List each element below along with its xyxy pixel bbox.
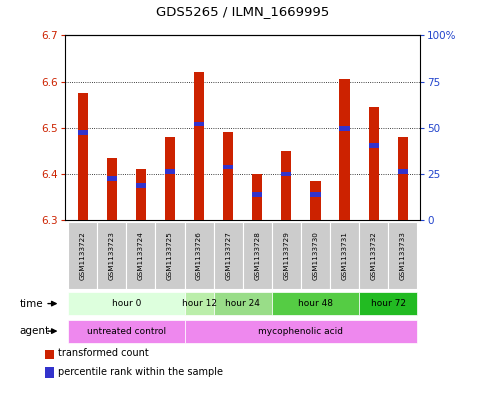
Bar <box>78 93 88 220</box>
Bar <box>223 165 233 169</box>
Bar <box>107 176 117 181</box>
Text: time: time <box>19 299 43 309</box>
Bar <box>311 192 321 197</box>
Bar <box>272 222 301 289</box>
Text: hour 0: hour 0 <box>112 299 141 308</box>
Bar <box>136 183 146 188</box>
Bar <box>68 320 185 343</box>
Bar <box>243 222 272 289</box>
Bar <box>185 292 213 315</box>
Text: GSM1133723: GSM1133723 <box>109 231 115 280</box>
Text: GSM1133728: GSM1133728 <box>254 231 260 280</box>
Text: GSM1133732: GSM1133732 <box>370 231 377 280</box>
Bar <box>281 172 291 176</box>
Text: hour 72: hour 72 <box>370 299 406 308</box>
Text: agent: agent <box>19 326 49 336</box>
Bar <box>223 132 233 220</box>
Text: hour 24: hour 24 <box>225 299 260 308</box>
Bar <box>340 79 350 220</box>
Bar <box>340 126 350 131</box>
Bar <box>369 143 379 148</box>
Bar <box>68 222 97 289</box>
Bar <box>156 222 185 289</box>
Bar <box>369 107 379 220</box>
Bar <box>127 222 156 289</box>
Bar <box>78 130 88 135</box>
Text: GSM1133730: GSM1133730 <box>313 231 318 280</box>
Bar <box>388 222 417 289</box>
Bar <box>330 222 359 289</box>
Bar <box>301 222 330 289</box>
Text: untreated control: untreated control <box>87 327 166 336</box>
Text: GDS5265 / ILMN_1669995: GDS5265 / ILMN_1669995 <box>156 5 329 18</box>
Bar <box>213 222 243 289</box>
Text: transformed count: transformed count <box>58 348 149 358</box>
Bar <box>213 292 272 315</box>
Bar <box>68 292 185 315</box>
Bar <box>136 169 146 220</box>
Bar <box>165 137 175 220</box>
Bar <box>194 122 204 126</box>
Bar <box>359 222 388 289</box>
Text: GSM1133726: GSM1133726 <box>196 231 202 280</box>
Bar <box>252 174 262 220</box>
Bar <box>194 72 204 220</box>
Bar <box>398 137 408 220</box>
Bar <box>311 181 321 220</box>
Bar <box>107 158 117 220</box>
Bar <box>281 151 291 220</box>
Text: GSM1133727: GSM1133727 <box>225 231 231 280</box>
Text: hour 48: hour 48 <box>298 299 333 308</box>
Bar <box>185 320 417 343</box>
Text: GSM1133725: GSM1133725 <box>167 231 173 280</box>
Text: GSM1133724: GSM1133724 <box>138 231 144 280</box>
Text: GSM1133729: GSM1133729 <box>284 231 289 280</box>
Bar <box>398 169 408 174</box>
Bar <box>185 222 213 289</box>
Text: GSM1133731: GSM1133731 <box>341 231 348 280</box>
Text: percentile rank within the sample: percentile rank within the sample <box>58 367 223 377</box>
Text: GSM1133733: GSM1133733 <box>400 231 406 280</box>
Bar <box>252 192 262 197</box>
Bar <box>165 169 175 174</box>
Bar <box>272 292 359 315</box>
Bar <box>359 292 417 315</box>
Bar <box>97 222 127 289</box>
Bar <box>45 367 54 378</box>
Text: mycophenolic acid: mycophenolic acid <box>258 327 343 336</box>
Bar <box>45 348 54 359</box>
Text: hour 12: hour 12 <box>182 299 216 308</box>
Text: GSM1133722: GSM1133722 <box>80 231 85 280</box>
